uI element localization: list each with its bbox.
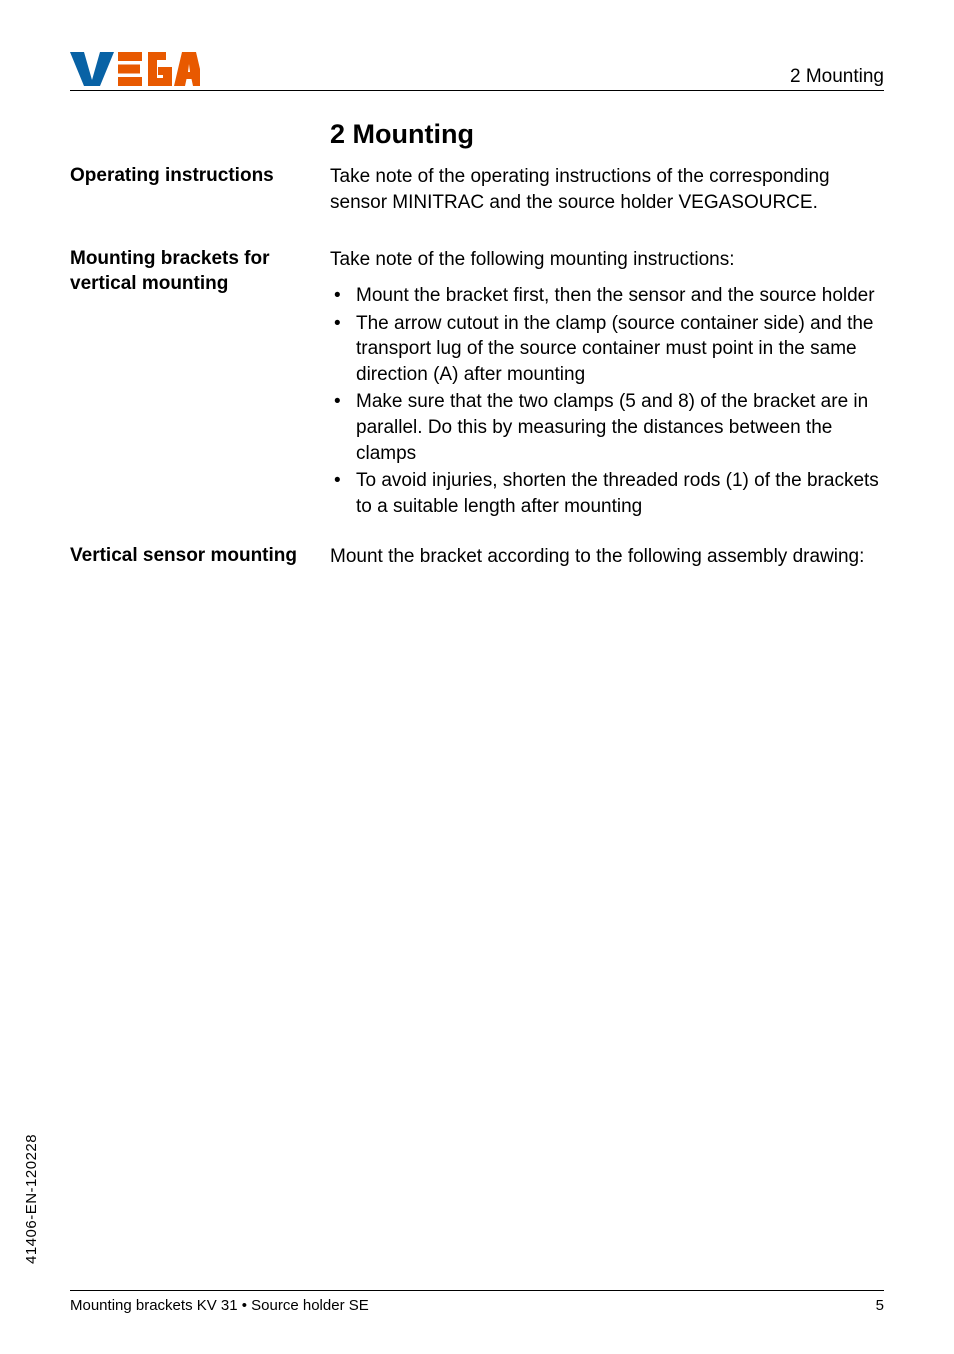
main-content: 2 Mounting Operating instructions Take n… <box>70 119 884 601</box>
page: 2 Mounting 2 Mounting Operating instruct… <box>0 0 954 1354</box>
para: Take note of the following mounting inst… <box>330 247 884 273</box>
sidehead-mounting-brackets: Mounting brackets for vertical mounting <box>70 247 330 296</box>
header-rule <box>70 90 884 91</box>
section-mounting-brackets: Mounting brackets for vertical mounting … <box>70 247 884 521</box>
footer-rule <box>70 1290 884 1291</box>
bullet-item: Make sure that the two clamps (5 and 8) … <box>330 389 884 466</box>
sidehead-vertical-sensor: Vertical sensor mounting <box>70 544 330 569</box>
body-operating-instructions: Take note of the operating instructions … <box>330 164 884 225</box>
bullet-item: To avoid injuries, shorten the threaded … <box>330 468 884 519</box>
bullet-item: Mount the bracket first, then the sensor… <box>330 283 884 309</box>
body-vertical-sensor: Mount the bracket according to the follo… <box>330 544 884 580</box>
bullet-list: Mount the bracket first, then the sensor… <box>330 283 884 520</box>
footer-row: Mounting brackets KV 31 • Source holder … <box>70 1297 884 1314</box>
para: Mount the bracket according to the follo… <box>330 544 884 570</box>
vega-logo-svg <box>70 50 200 88</box>
bullet-item: The arrow cutout in the clamp (source co… <box>330 311 884 388</box>
sidehead-operating-instructions: Operating instructions <box>70 164 330 189</box>
section-vertical-sensor: Vertical sensor mounting Mount the brack… <box>70 544 884 580</box>
heading-spacer <box>70 119 330 164</box>
document-id-vertical: 41406-EN-120228 <box>23 1134 40 1264</box>
header-section-label: 2 Mounting <box>790 66 884 88</box>
header-row: 2 Mounting <box>70 50 884 88</box>
footer-page-number: 5 <box>876 1297 884 1314</box>
body-mounting-brackets: Take note of the following mounting inst… <box>330 247 884 521</box>
para: Take note of the operating instructions … <box>330 164 884 215</box>
footer: Mounting brackets KV 31 • Source holder … <box>70 1290 884 1314</box>
section-operating-instructions: Operating instructions Take note of the … <box>70 164 884 225</box>
heading-row: 2 Mounting <box>70 119 884 164</box>
section-heading: 2 Mounting <box>330 119 474 150</box>
vega-logo <box>70 50 200 88</box>
footer-left: Mounting brackets KV 31 • Source holder … <box>70 1297 369 1314</box>
